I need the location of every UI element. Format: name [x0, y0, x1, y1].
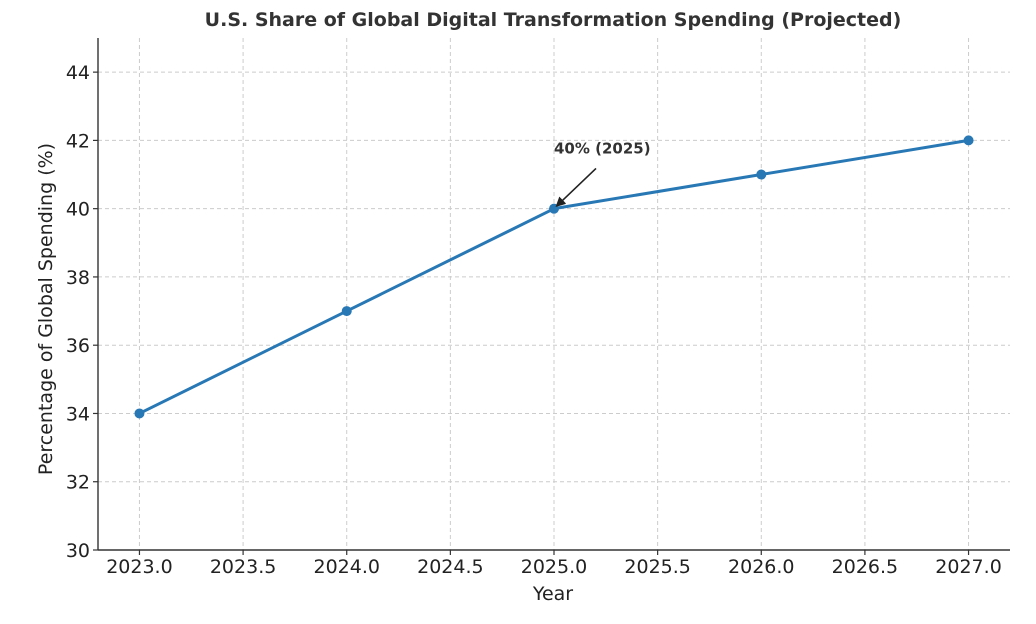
- x-tick-label: 2026.0: [728, 556, 794, 578]
- data-point: [134, 408, 145, 419]
- y-tick-label: 38: [66, 267, 90, 289]
- x-tick-label: 2023.5: [210, 556, 276, 578]
- data-point: [341, 306, 352, 317]
- y-tick-label: 34: [66, 403, 90, 425]
- x-tick-label: 2026.5: [832, 556, 898, 578]
- chart-title: U.S. Share of Global Digital Transformat…: [205, 9, 902, 31]
- x-tick-label: 2025.0: [521, 556, 587, 578]
- y-tick-label: 36: [66, 335, 90, 357]
- y-tick-label: 32: [66, 472, 90, 494]
- grid-lines: [98, 38, 1010, 551]
- x-tick-label: 2023.0: [106, 556, 172, 578]
- y-tick-label: 44: [66, 62, 90, 84]
- axes: [93, 38, 1010, 555]
- annotation-label: 40% (2025): [554, 139, 651, 157]
- x-tick-label: 2025.5: [624, 556, 690, 578]
- annotation-arrow: [555, 167, 597, 208]
- x-tick-label: 2024.0: [313, 556, 379, 578]
- x-axis-label: Year: [532, 583, 573, 605]
- y-tick-label: 30: [66, 540, 90, 562]
- x-tick-label: 2027.0: [935, 556, 1001, 578]
- annotation: 40% (2025): [554, 139, 651, 208]
- data-series: [134, 135, 974, 419]
- x-tick-label: 2024.5: [417, 556, 483, 578]
- data-point: [963, 135, 974, 146]
- data-point: [756, 169, 767, 180]
- y-axis-label: Percentage of Global Spending (%): [35, 143, 57, 475]
- y-tick-label: 42: [66, 130, 90, 152]
- tick-labels: 2023.0 2023.5 2024.0 2024.5 2025.0 2025.5 2026…: [66, 62, 1002, 578]
- y-tick-label: 40: [66, 199, 90, 221]
